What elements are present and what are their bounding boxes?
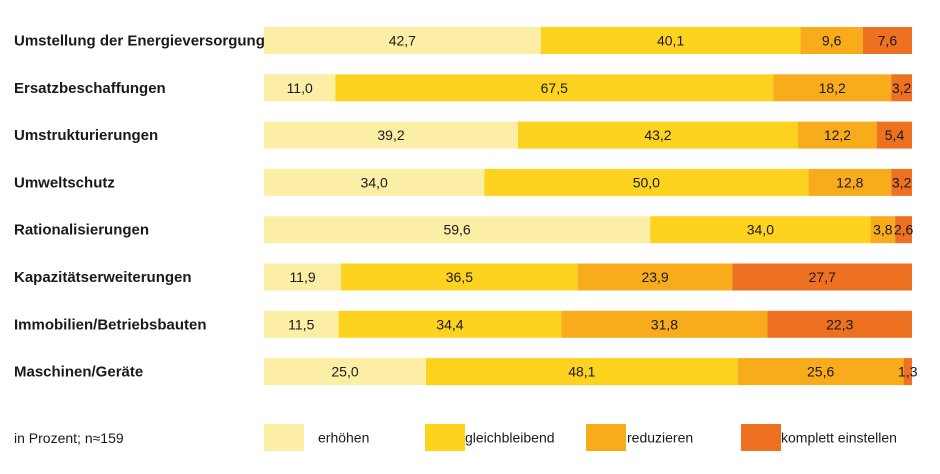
category-label: Immobilien/Betriebsbauten [14,316,207,333]
data-label: 7,6 [878,33,898,49]
data-label: 43,2 [644,127,671,143]
bar-segment [264,168,485,196]
bars-layer: Umstellung der Energieversorgung 42,7 40,1… [14,27,918,386]
data-label: 18,2 [819,80,846,96]
bar-segment [561,310,768,338]
bar-segment [264,358,426,386]
bar-segment [338,310,562,338]
category-label: Umstrukturierungen [14,127,158,144]
bar-segment [891,74,912,102]
data-label: 3,8 [873,222,893,238]
data-label: 12,8 [836,174,863,190]
data-label: 67,5 [541,80,568,96]
bar-segment [335,74,774,102]
legend-label: erhöhen [318,430,369,446]
legend: erhöhen gleichbleibend reduzieren komplett … [264,424,897,451]
data-label: 34,0 [361,174,388,190]
bar-segment [895,216,912,244]
legend-swatch [741,424,781,451]
bar-segment [650,216,871,244]
data-label: 34,0 [747,222,774,238]
data-label: 25,0 [331,364,358,380]
data-label: 2,6 [894,222,914,238]
legend-label: reduzieren [627,430,693,446]
data-label: 9,6 [822,33,842,49]
bar-segment [870,216,896,244]
bar-segment [800,27,863,54]
bar-segment [903,358,912,386]
data-label: 11,5 [288,316,314,332]
chart-note: in Prozent; n≈159 [14,430,124,446]
bar-segment [264,216,651,244]
bar-segment [341,263,578,291]
bar-segment [264,27,541,54]
bar-segment [737,358,904,386]
bar-segment [264,121,519,149]
data-label: 50,0 [633,174,660,190]
legend-label: gleichbleibend [465,430,555,446]
bar-segment [426,358,738,386]
bar-segment [484,168,809,196]
data-label: 31,8 [651,316,678,332]
data-label: 5,4 [885,127,905,143]
data-label: 59,6 [443,222,470,238]
category-label: Ersatzbeschaffungen [14,80,166,97]
bar-segment [891,168,912,196]
data-label: 22,3 [826,316,853,332]
bar-segment [877,121,912,149]
data-label: 12,2 [824,127,851,143]
category-label: Umstellung der Energieversorgung [14,33,265,50]
category-label: Kapazitätserweiterungen [14,269,192,286]
bar-segment [540,27,801,54]
bar-segment [264,263,342,291]
data-label: 3,2 [892,80,912,96]
data-label: 48,1 [568,364,595,380]
category-label: Maschinen/Geräte [14,364,143,381]
bar-segment [797,121,878,149]
legend-label: komplett einstellen [781,430,897,446]
category-label: Umweltschutz [14,174,115,191]
bar-segment [577,263,733,291]
bar-segment [732,263,912,291]
data-label: 27,7 [809,269,836,285]
bar-segment [518,121,798,149]
data-label: 23,9 [641,269,668,285]
data-label: 36,5 [446,269,473,285]
data-label: 3,2 [892,174,912,190]
bar-segment [264,310,339,338]
data-label: 42,7 [389,33,416,49]
data-label: 34,4 [436,316,463,332]
data-label: 40,1 [657,33,684,49]
bar-segment [862,27,912,54]
data-label: 25,6 [807,364,834,380]
bar-segment [767,310,912,338]
legend-swatch [264,424,304,451]
legend-swatch [425,424,465,451]
legend-swatch [586,424,626,451]
bar-segment [773,74,892,102]
data-label: 11,9 [289,269,315,285]
category-label: Rationalisierungen [14,222,149,239]
bar-segment [808,168,892,196]
data-label: 1,3 [898,364,918,380]
data-label: 39,2 [377,127,404,143]
data-label: 11,0 [287,80,313,96]
bar-segment [264,74,336,102]
